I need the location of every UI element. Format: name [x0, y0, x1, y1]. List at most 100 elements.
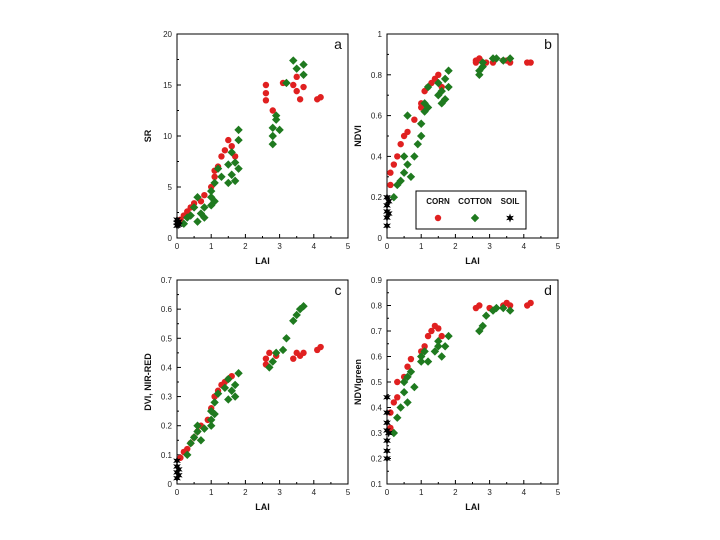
cotton-point	[234, 369, 243, 378]
cotton-point	[478, 58, 487, 67]
cotton-point	[437, 86, 446, 96]
y-tick-label: 1	[378, 30, 383, 39]
cotton-point	[210, 197, 219, 206]
y-tick-label: 0.7	[161, 276, 173, 285]
cotton-point	[499, 303, 508, 313]
x-tick-label: 0	[175, 488, 180, 497]
panel-letter: c	[335, 282, 342, 298]
panel-a: 0 1 2 3 4 5 0 5 10 15 20 LAI SR a	[143, 30, 351, 266]
cotton-point	[230, 176, 240, 186]
cotton-point	[440, 95, 450, 104]
cotton-point	[234, 135, 243, 145]
x-tick-label: 4	[312, 488, 317, 497]
plot-frame	[386, 279, 559, 485]
x-tick-label: 0	[385, 488, 390, 497]
cotton-point	[217, 172, 226, 181]
corn-point	[476, 302, 483, 309]
soil-point	[383, 221, 391, 231]
x-tick-label: 4	[522, 488, 527, 497]
corn-point	[269, 107, 276, 114]
corn-point	[438, 332, 445, 340]
soil-point	[174, 217, 183, 227]
y-tick-label: 0.4	[371, 404, 383, 413]
soil-point	[174, 470, 183, 480]
cotton-point	[417, 131, 426, 141]
corn-point	[317, 94, 324, 101]
cotton-point	[227, 148, 236, 157]
cotton-point	[227, 386, 236, 395]
cotton-point	[230, 392, 240, 401]
corn-point	[411, 116, 418, 123]
cotton-point	[292, 310, 301, 320]
cotton-point	[403, 160, 412, 169]
soil-point	[383, 446, 391, 456]
cotton-point	[475, 326, 484, 336]
cotton-point	[437, 352, 446, 361]
cotton-point	[292, 64, 301, 73]
soil-point	[383, 192, 391, 202]
soil-point	[383, 213, 391, 223]
cotton-point	[396, 176, 405, 186]
soil-point	[173, 456, 181, 466]
corn-point	[506, 302, 514, 309]
cotton-point	[417, 119, 426, 128]
corn-point	[397, 140, 404, 148]
soil-point	[383, 454, 391, 463]
legend-box	[415, 190, 527, 230]
corn-point	[184, 445, 191, 453]
corn-point	[290, 81, 297, 89]
cotton-point	[410, 382, 419, 392]
soil-point	[384, 209, 393, 219]
corn-point	[228, 143, 235, 150]
cotton-point	[289, 316, 298, 325]
y-tick-label: 20	[163, 30, 172, 39]
corn-point	[290, 355, 297, 362]
corn-point	[428, 327, 435, 335]
x-tick-label: 5	[346, 488, 351, 497]
corn-point	[300, 349, 307, 357]
soil-point	[383, 392, 391, 402]
corn-point	[404, 128, 411, 136]
x-tick-label: 2	[453, 488, 458, 497]
corn-point	[476, 55, 483, 62]
y-tick-label: 0.6	[161, 305, 173, 314]
cotton-point	[440, 342, 450, 351]
cotton-point	[505, 306, 515, 315]
cotton-point	[406, 172, 416, 181]
cotton-point	[278, 345, 288, 355]
x-axis-label: LAI	[465, 502, 480, 512]
x-tick-label: 1	[419, 488, 424, 497]
x-tick-label: 1	[209, 488, 214, 497]
cotton-point	[478, 321, 487, 331]
y-tick-label: 0	[378, 234, 383, 243]
cotton-point	[410, 152, 419, 161]
soil-point	[174, 464, 183, 474]
y-tick-label: 0.2	[371, 193, 383, 202]
y-tick-label: 10	[163, 132, 172, 141]
cotton-point	[444, 331, 453, 341]
y-tick-label: 0.3	[371, 429, 383, 438]
x-tick-label: 0	[385, 242, 390, 251]
cotton-point	[399, 388, 409, 397]
cotton-point	[234, 164, 243, 173]
soil-point	[383, 408, 391, 418]
cotton-point	[224, 374, 233, 384]
x-tick-label: 3	[487, 488, 492, 497]
cotton-point	[193, 427, 202, 436]
soil-point	[384, 196, 393, 206]
cotton-point	[282, 78, 291, 88]
corn-point	[394, 378, 401, 386]
cotton-point	[396, 403, 405, 412]
x-tick-label: 0	[175, 242, 180, 251]
corn-point	[421, 343, 428, 350]
y-tick-label: 0.6	[371, 353, 383, 362]
corn-point	[262, 89, 270, 97]
x-tick-label: 4	[312, 242, 317, 251]
cotton-point	[434, 337, 443, 346]
legend-marker-soil	[506, 213, 514, 223]
x-tick-label: 2	[453, 242, 458, 251]
x-tick-label: 5	[346, 242, 351, 251]
cotton-point	[417, 352, 426, 361]
x-tick-label: 5	[556, 488, 561, 497]
panel-letter: d	[544, 282, 552, 298]
